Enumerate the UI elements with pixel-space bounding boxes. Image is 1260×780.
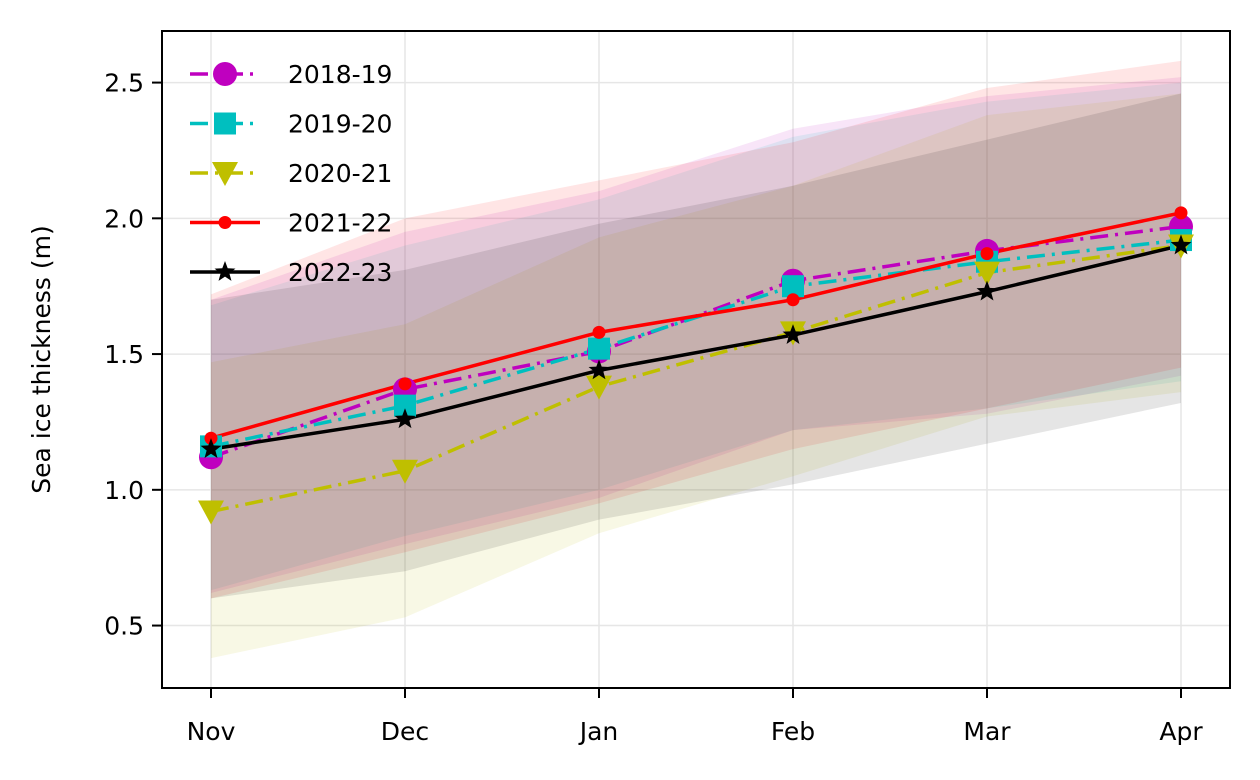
point-2022-23 xyxy=(1170,234,1192,255)
band-2018-19 xyxy=(211,77,1181,593)
legend-marker-2018-19 xyxy=(213,62,237,86)
x-tick-label: Nov xyxy=(187,717,236,746)
point-2021-22 xyxy=(592,325,606,339)
point-2020-21 xyxy=(586,375,612,400)
line-2021-22 xyxy=(210,211,1182,440)
y-axis-ticks: 0.5 1.0 1.5 2.0 2.5 xyxy=(104,69,162,641)
series-markers xyxy=(198,206,1194,525)
point-2020-21 xyxy=(392,459,418,484)
legend-label: 2019-20 xyxy=(288,110,392,139)
point-2022-23 xyxy=(200,438,222,458)
point-2022-23 xyxy=(782,324,804,344)
legend-marker-2019-20 xyxy=(214,112,236,135)
legend-label: 2020-21 xyxy=(288,159,392,188)
band-2022-23 xyxy=(211,93,1181,599)
line-2020-21 xyxy=(210,243,1182,514)
point-2021-22 xyxy=(1174,206,1188,220)
axes-frame xyxy=(161,30,1231,689)
uncertainty-bands xyxy=(211,60,1181,659)
point-2019-20 xyxy=(782,275,804,298)
x-tick-label: Dec xyxy=(381,717,429,746)
y-tick-label: 2.0 xyxy=(104,204,144,233)
point-2019-20 xyxy=(394,394,416,417)
y-axis-label: Sea ice thickness (m) xyxy=(27,225,56,493)
point-2022-23 xyxy=(976,280,998,301)
band-2019-20 xyxy=(211,82,1181,591)
point-2022-23 xyxy=(394,408,416,429)
band-2020-21 xyxy=(211,93,1181,659)
legend: 2018-19 2019-20 2020-21 2021-22 2022-23 xyxy=(190,60,392,287)
point-2022-23 xyxy=(588,359,610,380)
y-tick-label: 2.5 xyxy=(104,69,144,98)
point-2020-21 xyxy=(974,261,1000,286)
legend-marker-2020-21 xyxy=(212,162,238,186)
x-tick-label: Mar xyxy=(963,717,1011,746)
legend-label: 2018-19 xyxy=(288,60,392,89)
y-tick-label: 0.5 xyxy=(104,612,144,641)
y-tick-label: 1.5 xyxy=(104,340,144,369)
point-2021-22 xyxy=(786,293,800,307)
band-2021-22 xyxy=(211,60,1181,599)
legend-marker-2022-23 xyxy=(214,261,236,281)
series-lines xyxy=(210,211,1182,514)
x-tick-label: Jan xyxy=(578,717,619,746)
point-2021-22 xyxy=(980,247,994,261)
legend-marker-2021-22 xyxy=(218,216,232,229)
x-tick-label: Apr xyxy=(1159,717,1203,746)
legend-label: 2022-23 xyxy=(288,258,392,287)
y-tick-label: 1.0 xyxy=(104,476,144,505)
point-2020-21 xyxy=(198,500,224,525)
legend-label: 2021-22 xyxy=(288,209,392,238)
line-2022-23 xyxy=(210,243,1182,451)
point-2021-22 xyxy=(398,377,412,391)
x-tick-label: Feb xyxy=(771,717,815,746)
point-2019-20 xyxy=(588,337,610,360)
x-axis-ticks: Nov Dec Jan Feb Mar Apr xyxy=(187,688,1203,746)
